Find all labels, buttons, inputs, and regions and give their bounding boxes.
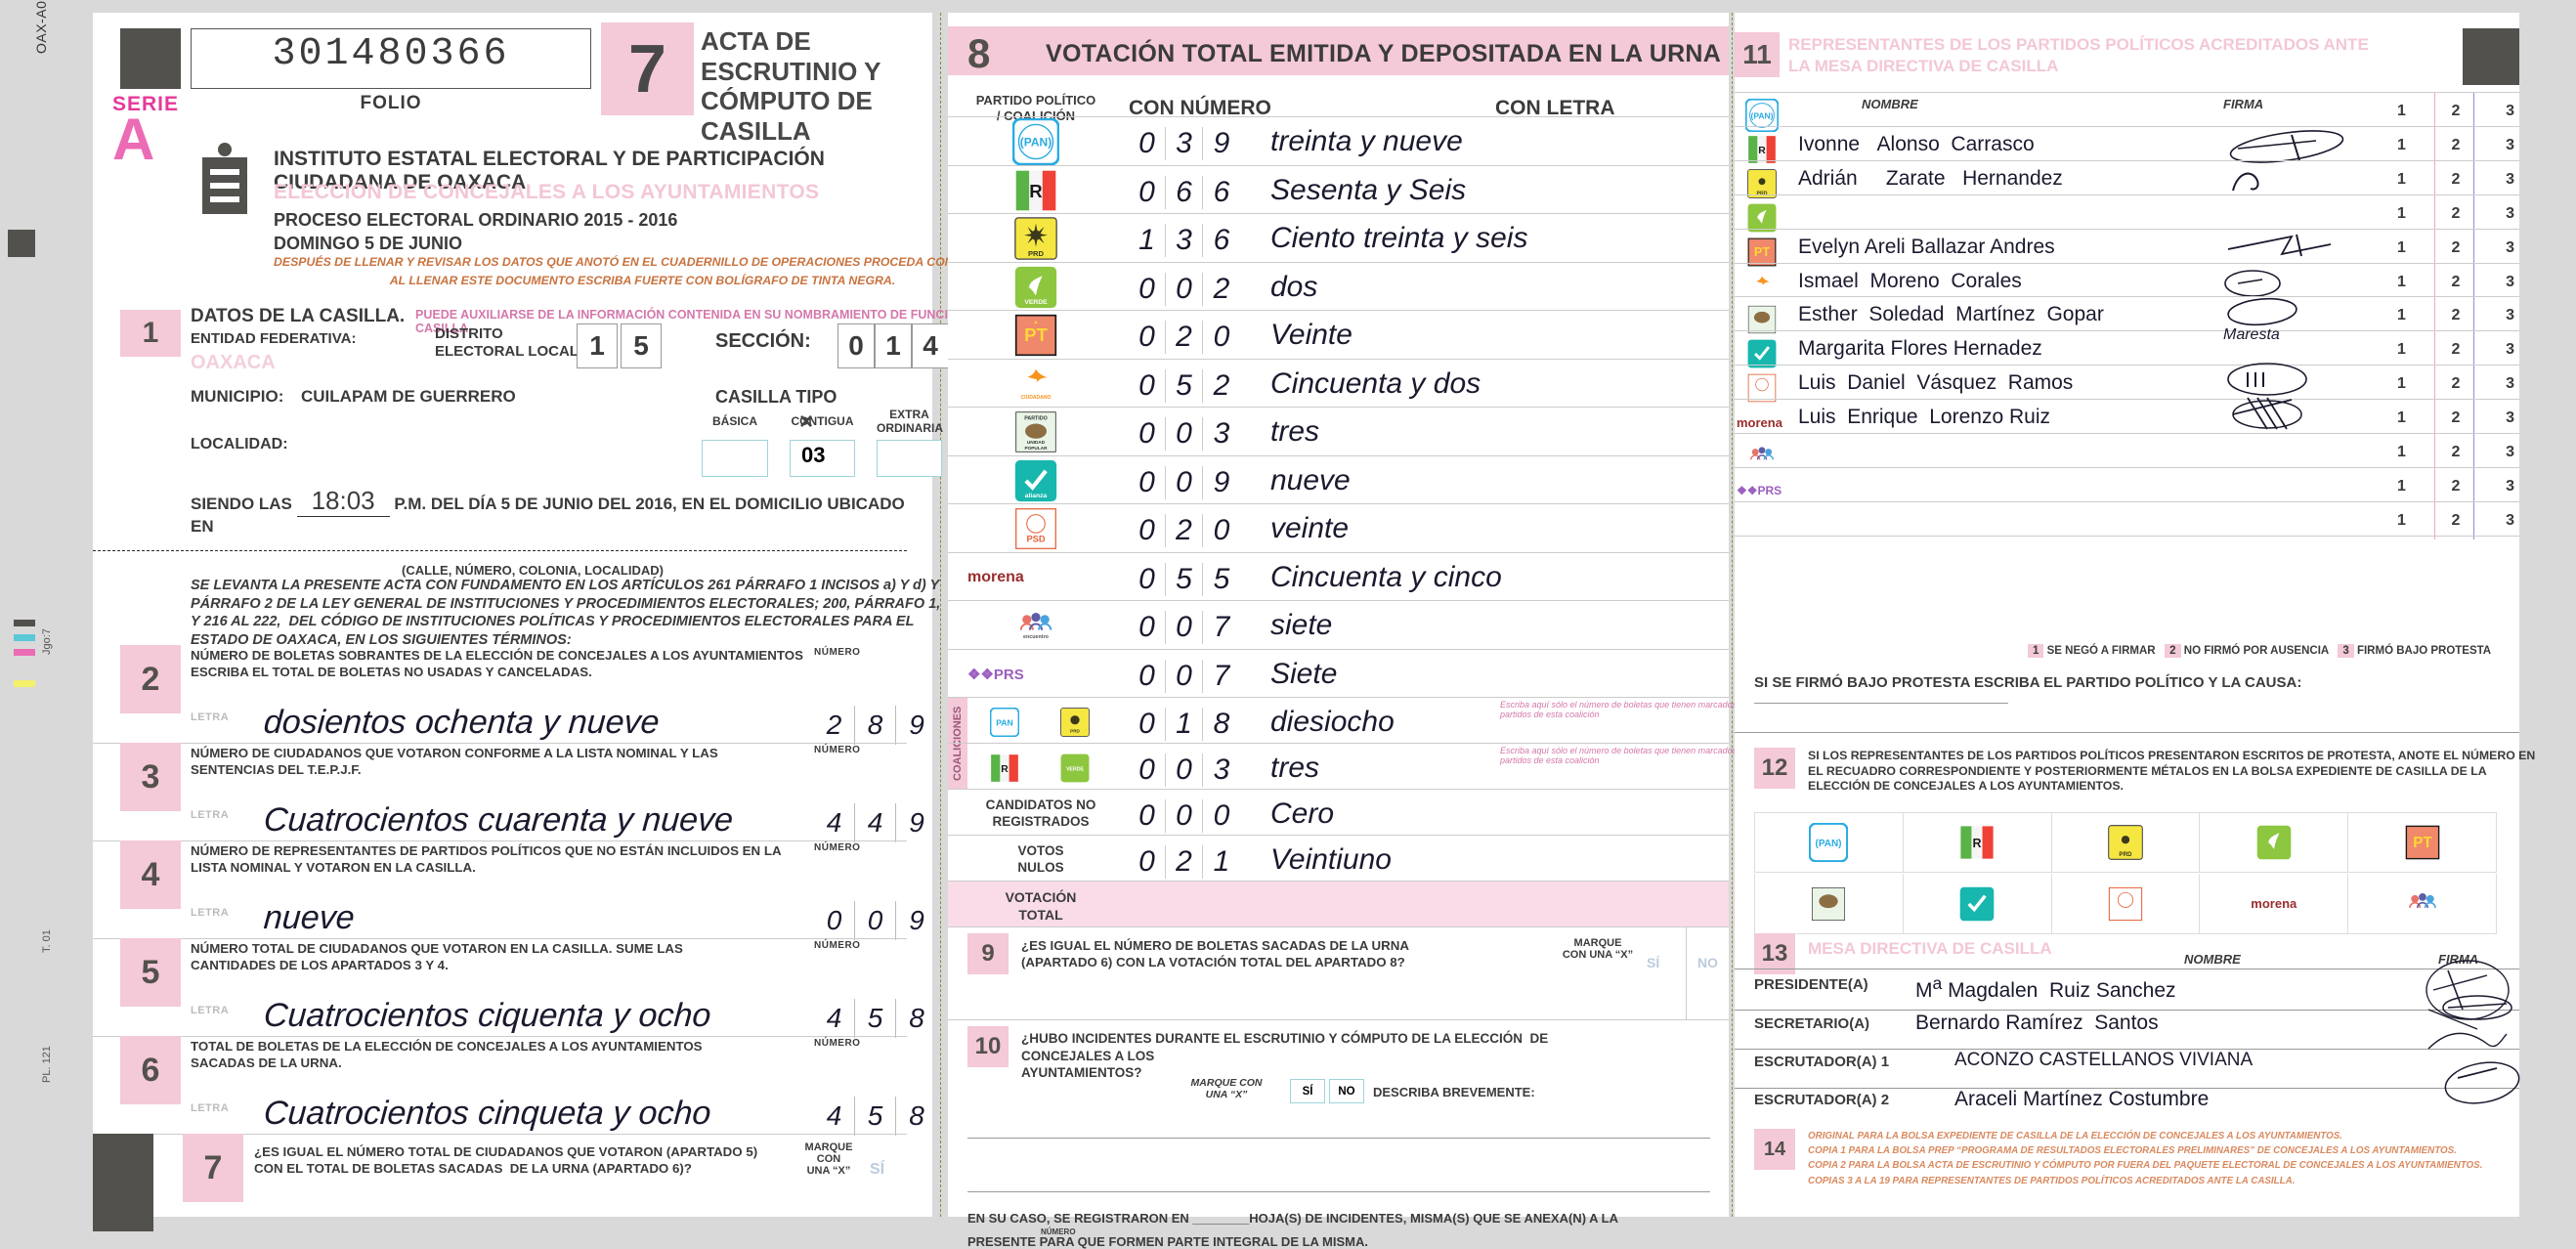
svg-text:VERDE: VERDE bbox=[1024, 298, 1048, 305]
svg-text:R: R bbox=[1758, 146, 1766, 156]
svg-text:VERDE: VERDE bbox=[1066, 766, 1084, 772]
svg-text:PSD: PSD bbox=[1026, 535, 1045, 544]
svg-text:CIUDADANO: CIUDADANO bbox=[1021, 395, 1052, 401]
svg-text:PARTIDO: PARTIDO bbox=[1024, 415, 1048, 421]
svg-text:PT: PT bbox=[1024, 324, 1048, 345]
svg-text:PT: PT bbox=[2413, 835, 2432, 851]
svg-text:encuentro: encuentro bbox=[1023, 634, 1050, 640]
svg-text:POPULAR: POPULAR bbox=[1024, 446, 1048, 452]
svg-text:R: R bbox=[1973, 837, 1982, 850]
svg-text:(PAN): (PAN) bbox=[1816, 839, 1842, 849]
svg-text:PRD: PRD bbox=[1028, 249, 1045, 258]
svg-text:R: R bbox=[1001, 764, 1009, 775]
svg-text:PRD: PRD bbox=[2119, 851, 2132, 858]
svg-text:PRD: PRD bbox=[1070, 728, 1080, 733]
svg-text:alianza: alianza bbox=[1025, 492, 1048, 498]
svg-text:(PAN): (PAN) bbox=[1751, 110, 1774, 120]
svg-text:PAN: PAN bbox=[996, 717, 1013, 727]
svg-text:(PAN): (PAN) bbox=[1020, 136, 1052, 150]
svg-text:UNIDAD: UNIDAD bbox=[1027, 440, 1046, 446]
svg-text:PT: PT bbox=[1754, 245, 1770, 259]
svg-text:R: R bbox=[1029, 180, 1043, 200]
